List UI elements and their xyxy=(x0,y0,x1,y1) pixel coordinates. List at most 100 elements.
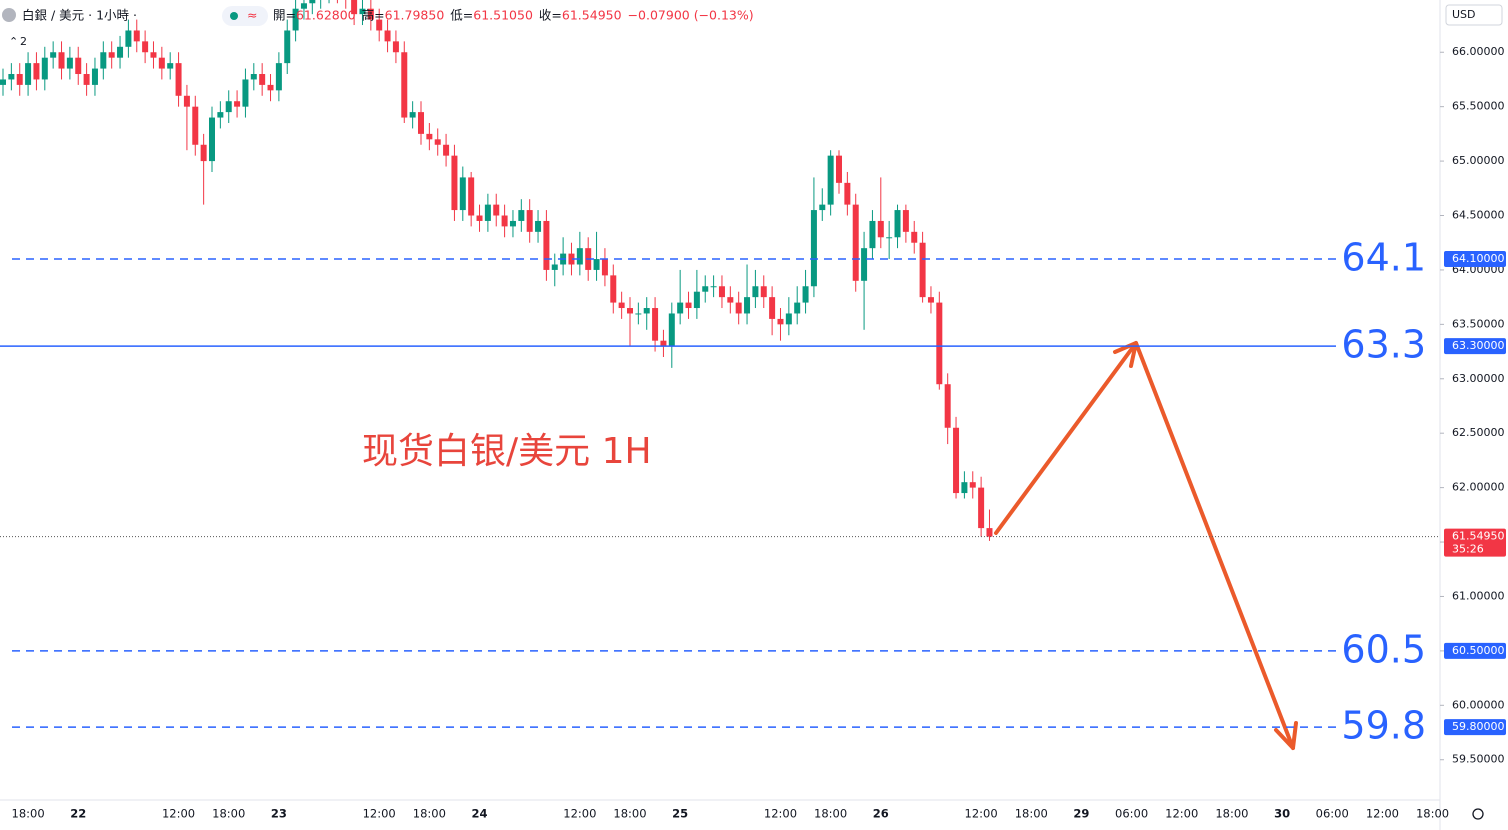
candle-body xyxy=(468,177,475,216)
candle-body xyxy=(886,237,893,239)
candle-body xyxy=(802,286,809,303)
candle-body xyxy=(978,487,985,529)
candle-body xyxy=(535,220,542,232)
candle-body xyxy=(133,30,140,42)
candle-body xyxy=(902,210,909,232)
candle-body xyxy=(242,79,249,107)
level-badge xyxy=(1444,642,1506,659)
candle-body xyxy=(568,253,575,265)
arrow-head xyxy=(1274,721,1298,750)
candle-body xyxy=(284,30,291,64)
candle-body xyxy=(677,302,684,314)
symbol-title[interactable]: 白銀 / 美元 · 1小時 · xyxy=(22,8,137,23)
candle-body xyxy=(267,84,274,91)
candle-body xyxy=(225,101,232,113)
candle-body xyxy=(627,308,633,314)
candle-body xyxy=(117,46,124,58)
candle-body xyxy=(593,259,600,270)
candle-body xyxy=(727,297,734,303)
currency[interactable]: USD xyxy=(1452,8,1476,21)
candle-body xyxy=(919,242,926,298)
x-tick-label: 22 xyxy=(70,807,86,821)
candle-body xyxy=(543,220,550,270)
candle-body xyxy=(41,57,48,80)
candle-body xyxy=(685,302,692,309)
candle-body xyxy=(861,248,868,281)
last-price-label: 61.54950 xyxy=(1452,530,1505,543)
candle-body xyxy=(309,0,316,4)
candle-body xyxy=(484,204,491,221)
level-badge xyxy=(1444,719,1506,736)
x-tick-label: 23 xyxy=(271,807,287,821)
candle-body xyxy=(476,215,483,221)
x-tick-label: 18:00 xyxy=(1416,807,1449,821)
candle-body xyxy=(501,215,508,227)
y-tick-label: 62.00000 xyxy=(1452,481,1505,494)
candle-body xyxy=(894,210,901,238)
chart-annotation: 现货白银/美元 1H xyxy=(362,431,652,472)
candle-body xyxy=(175,63,182,96)
candle-body xyxy=(961,482,968,494)
currency-box[interactable] xyxy=(1445,4,1503,26)
candle-body xyxy=(359,8,366,15)
indicator-toggle[interactable]: ⌃ xyxy=(9,35,18,48)
candle-body xyxy=(58,52,65,69)
candle-body xyxy=(643,308,650,314)
candle-body xyxy=(83,74,90,85)
x-tick-label: 18:00 xyxy=(212,807,245,821)
x-tick-label: 18:00 xyxy=(413,807,446,821)
candle-body xyxy=(275,63,282,91)
x-tick-label: 18:00 xyxy=(1015,807,1048,821)
quote-key: 收= xyxy=(539,8,562,23)
x-tick-label: 12:00 xyxy=(563,807,596,821)
y-tick-label: 65.00000 xyxy=(1452,154,1505,167)
candle-body xyxy=(451,155,458,211)
level-label: 59.8 xyxy=(1341,704,1426,748)
y-tick-label: 64.50000 xyxy=(1452,209,1505,222)
candle-body xyxy=(50,52,57,58)
countdown: 35:26 xyxy=(1452,543,1484,556)
candle-body xyxy=(209,117,215,162)
level-badge-label: 59.80000 xyxy=(1452,720,1505,733)
level-badge xyxy=(1444,251,1506,268)
candle-body xyxy=(819,204,826,211)
indicator-count[interactable]: 2 xyxy=(20,35,27,48)
x-tick-label: 06:00 xyxy=(1115,807,1148,821)
candle-body xyxy=(953,427,960,494)
quote-value: 61.54950 xyxy=(562,8,622,23)
candle-body xyxy=(33,63,40,80)
candle-body xyxy=(250,74,257,80)
candle-body xyxy=(259,74,266,85)
candle-body xyxy=(777,318,784,325)
candle-body xyxy=(660,340,667,347)
candle-body xyxy=(192,106,199,145)
candle-body xyxy=(744,297,751,314)
candle-body xyxy=(100,52,107,69)
candle-body xyxy=(610,275,617,303)
status-pill[interactable] xyxy=(222,6,268,26)
level-badge xyxy=(1444,338,1506,355)
candle-body xyxy=(601,259,608,276)
y-tick-label: 60.00000 xyxy=(1452,698,1505,711)
candle-body xyxy=(401,52,408,118)
settings-icon[interactable] xyxy=(1472,808,1484,820)
quote-key: 高= xyxy=(362,8,385,23)
candle-body xyxy=(108,52,115,58)
arrow-head xyxy=(1113,341,1138,368)
candle-body xyxy=(66,57,73,69)
level-label: 64.1 xyxy=(1341,236,1426,280)
candle-body xyxy=(25,63,32,85)
candle-body xyxy=(794,302,801,314)
market-status xyxy=(230,12,238,20)
quote-change: −0.07900 (−0.13%) xyxy=(628,8,754,23)
candle-body xyxy=(367,8,374,20)
projection-arrows xyxy=(994,341,1298,750)
candle-body xyxy=(426,133,433,140)
candle-body xyxy=(217,112,224,118)
y-tick-label: 66.00000 xyxy=(1452,45,1505,58)
candle-body xyxy=(526,210,533,232)
candle-body xyxy=(836,155,842,183)
candle-body xyxy=(760,286,767,298)
candle-body xyxy=(652,308,659,341)
candle-body xyxy=(459,177,466,211)
